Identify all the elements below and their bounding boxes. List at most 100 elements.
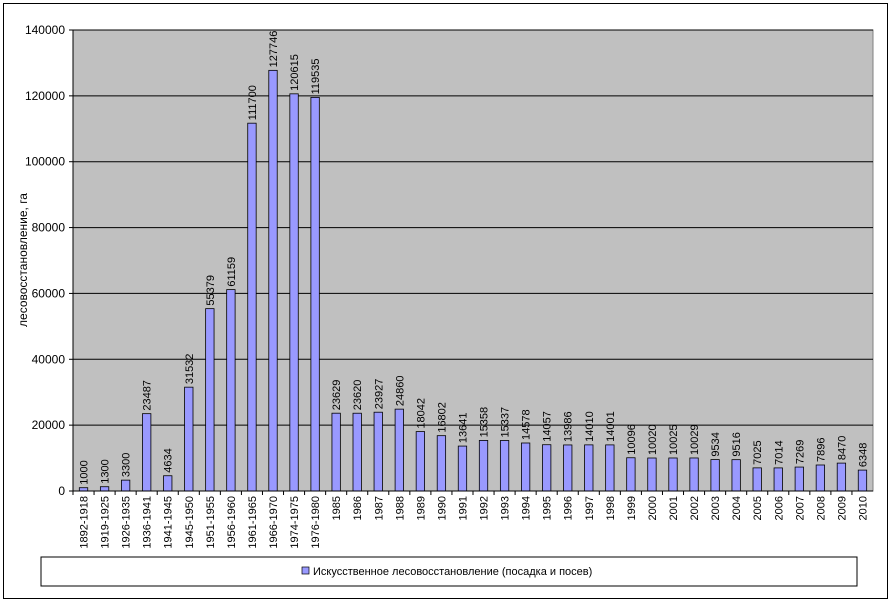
x-tick-label: 1976-1980 <box>310 496 322 549</box>
x-tick-label: 1966-1970 <box>268 496 280 549</box>
bar <box>163 475 173 492</box>
x-tick-label: 2007 <box>794 496 806 520</box>
bar <box>457 445 468 492</box>
bar <box>184 386 194 492</box>
x-tick-label: 1992 <box>479 496 491 520</box>
y-tick-label: 40000 <box>32 352 66 366</box>
data-label: 15358 <box>479 407 491 438</box>
x-tick-label: 1998 <box>605 496 617 520</box>
data-label: 7269 <box>794 440 806 464</box>
x-tick-label: 1991 <box>457 496 469 520</box>
bar <box>773 467 783 492</box>
bar <box>499 440 510 492</box>
y-tick-label: 120000 <box>25 89 65 103</box>
legend-label: Искусственное лесовосстановление (посадк… <box>313 566 592 578</box>
x-tick-label: 1986 <box>352 496 364 520</box>
x-tick-label: 1989 <box>415 496 427 520</box>
y-tick-label: 140000 <box>25 23 65 37</box>
y-tick-label: 100000 <box>25 155 65 169</box>
bar <box>331 412 341 492</box>
data-label: 120615 <box>289 54 301 91</box>
data-label: 61159 <box>226 257 238 287</box>
data-label: 127746 <box>268 31 280 68</box>
x-tick-label: 1919-1925 <box>100 496 112 549</box>
x-tick-label: 1892-1918 <box>79 496 91 549</box>
x-tick-label: 2002 <box>689 496 701 520</box>
x-tick-label: 2000 <box>647 496 659 520</box>
x-tick-label: 1941-1945 <box>163 496 175 549</box>
data-label: 16802 <box>436 402 448 433</box>
bar <box>521 442 531 492</box>
data-label: 6348 <box>857 443 869 467</box>
bar <box>373 411 383 492</box>
bar <box>584 444 594 492</box>
bar <box>352 412 362 492</box>
data-label: 14057 <box>542 411 554 442</box>
data-label: 31532 <box>184 354 196 385</box>
data-label: 14010 <box>584 411 596 442</box>
bar <box>794 466 804 492</box>
data-label: 18042 <box>415 398 427 429</box>
bar <box>689 457 699 492</box>
bar <box>142 413 152 492</box>
data-label: 3300 <box>121 453 133 477</box>
x-tick-label: 1936-1941 <box>142 496 154 549</box>
data-label: 24860 <box>394 376 406 407</box>
x-tick-label: 2004 <box>731 496 743 520</box>
x-tick-label: 2001 <box>668 496 680 520</box>
x-tick-label: 1956-1960 <box>226 496 238 549</box>
bar <box>710 459 720 492</box>
data-label: 15337 <box>500 407 512 438</box>
data-label: 1300 <box>100 459 112 483</box>
x-tick-label: 1993 <box>500 496 512 520</box>
data-label: 7896 <box>815 438 827 462</box>
bar <box>563 444 573 492</box>
data-label: 7014 <box>773 440 785 464</box>
x-tick-label: 1997 <box>584 496 596 520</box>
data-label: 23629 <box>331 380 343 411</box>
y-tick-labels: 0 20000 40000 60000 80000 100000 120000 140000 <box>25 23 73 498</box>
data-label: 1000 <box>79 460 91 484</box>
bar <box>752 467 762 492</box>
bar <box>605 444 615 492</box>
x-tick-label: 2009 <box>836 496 848 520</box>
data-labels: 1000 1300 3300 23487 4634 31532 55379 61159 1117… <box>79 31 870 485</box>
bar <box>647 457 657 492</box>
data-label: 9516 <box>731 432 743 456</box>
x-tick-label: 2005 <box>752 496 764 520</box>
x-tick-labels: 1892-1918 1919-1925 1926-1935 1936-1941 1941… <box>72 491 869 549</box>
data-label: 23927 <box>373 379 385 410</box>
x-tick-label: 1996 <box>563 496 575 520</box>
x-tick-label: 1988 <box>394 496 406 520</box>
data-label: 10096 <box>626 424 638 455</box>
x-tick-label: 1985 <box>331 496 343 520</box>
data-label: 23487 <box>142 380 154 411</box>
y-axis-label: лесовосстановление, га <box>16 193 30 327</box>
data-label: 13641 <box>457 412 469 443</box>
x-tick-label: 2003 <box>710 496 722 520</box>
y-tick-label: 80000 <box>32 221 66 235</box>
y-tick-label: 0 <box>58 484 65 498</box>
data-label: 14578 <box>521 409 533 440</box>
data-label: 14001 <box>605 411 617 442</box>
x-tick-label: 2010 <box>857 496 869 520</box>
bar <box>836 462 847 492</box>
legend-box <box>40 556 858 587</box>
data-label: 4634 <box>163 448 175 472</box>
bar <box>121 479 131 492</box>
x-tick-label: 1945-1950 <box>184 496 196 549</box>
bar <box>668 457 678 492</box>
x-tick-label: 1999 <box>626 496 638 520</box>
bar <box>731 459 741 492</box>
x-tick-label: 2006 <box>773 496 785 520</box>
bar <box>436 435 447 492</box>
bar <box>289 93 299 492</box>
legend-swatch <box>301 566 310 575</box>
x-tick-label: 1961-1965 <box>247 496 259 549</box>
y-tick-label: 20000 <box>32 418 66 432</box>
data-label: 55379 <box>205 275 217 306</box>
data-label: 111700 <box>247 85 259 120</box>
x-tick-label: 1987 <box>373 496 385 520</box>
data-label: 119535 <box>310 58 322 94</box>
